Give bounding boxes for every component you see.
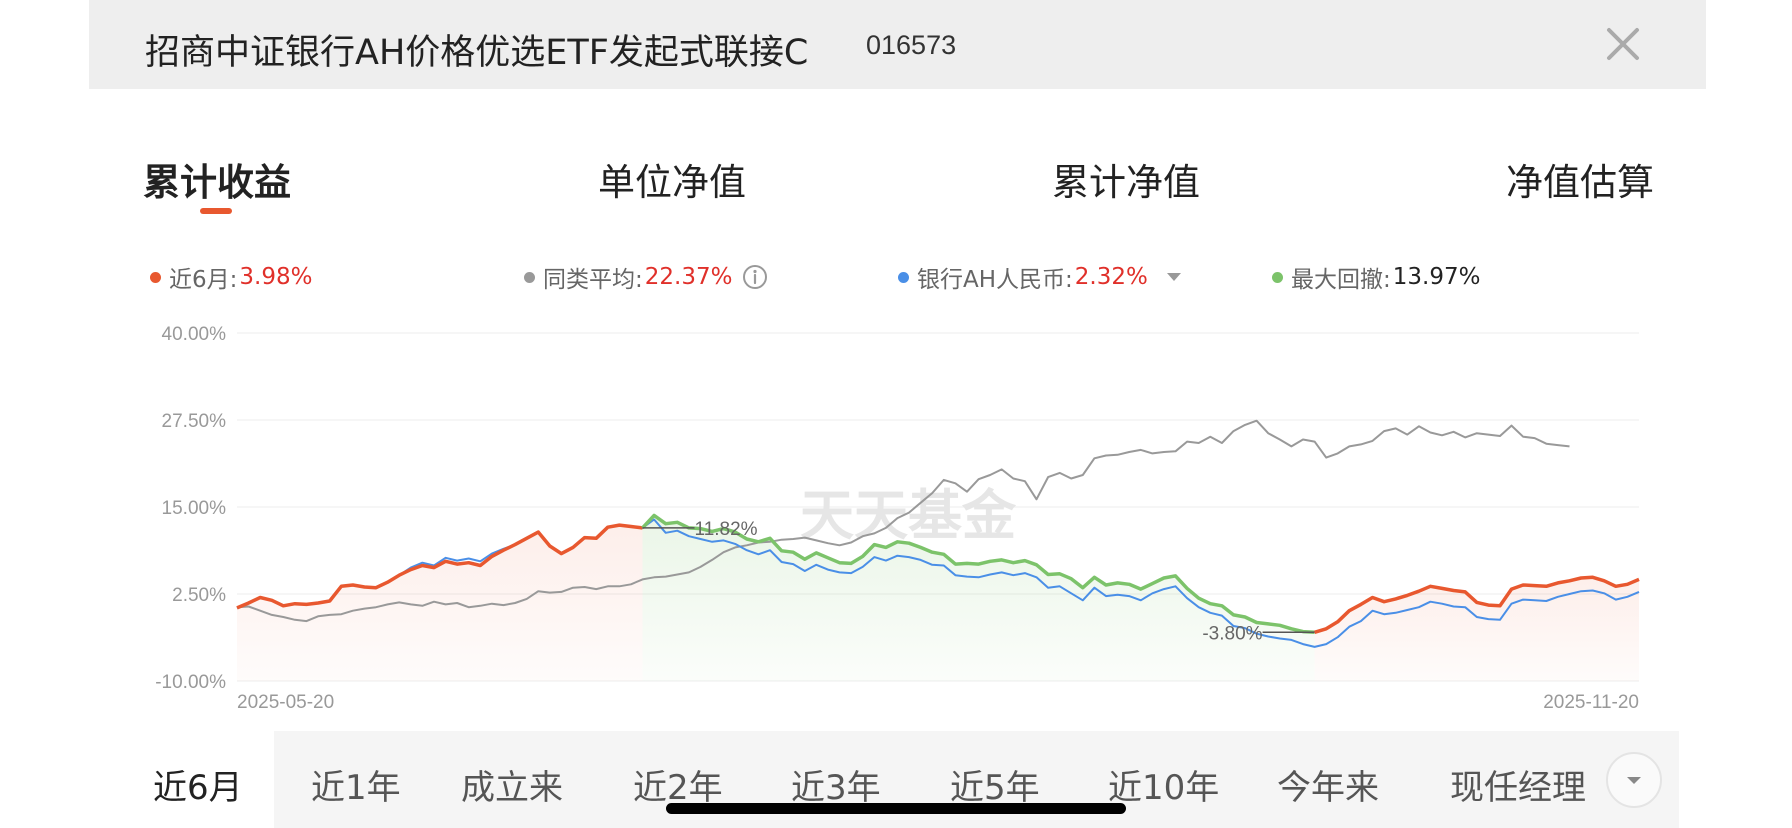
y-tick-label: 15.00% xyxy=(162,498,227,519)
period-2y[interactable]: 近2年 xyxy=(633,768,723,808)
close-icon xyxy=(1607,28,1639,60)
series-line-fund-drawdown xyxy=(641,513,1315,635)
legend-fund-value: 3.98% xyxy=(239,264,313,290)
return-chart[interactable]: 40.00% 27.50% 15.00% 2.50% -10.00% 天天基金 11.8… xyxy=(0,310,1792,720)
legend-index[interactable]: 银行AH人民币: 2.32% xyxy=(898,260,1182,294)
y-axis: 40.00% 27.50% 15.00% 2.50% -10.00% xyxy=(155,324,226,693)
legend-dot-index xyxy=(898,271,909,283)
chevron-down-icon xyxy=(1627,777,1641,784)
x-axis-end-label: 2025-11-20 xyxy=(1543,692,1639,713)
tab-cumulative-return[interactable]: 累计收益 xyxy=(143,161,291,204)
home-indicator xyxy=(666,803,1126,814)
tab-cumulative-nav[interactable]: 累计净值 xyxy=(1052,161,1200,204)
info-icon[interactable] xyxy=(742,264,768,290)
period-5y[interactable]: 近5年 xyxy=(950,768,1040,808)
chart-annotations: 11.82% -3.80% xyxy=(642,519,1315,644)
tab-unit-nav[interactable]: 单位净值 xyxy=(598,161,746,204)
trough-annotation: -3.80% xyxy=(1202,623,1262,644)
legend-drawdown-label: 最大回撤: xyxy=(1291,267,1391,293)
tab-nav-estimate[interactable]: 净值估算 xyxy=(1506,161,1654,204)
period-ytd[interactable]: 今年来 xyxy=(1277,768,1379,808)
y-tick-label: 40.00% xyxy=(162,324,227,345)
legend-dot-peer xyxy=(524,271,535,283)
series-line-index xyxy=(236,518,1640,648)
fund-code: 016573 xyxy=(866,30,957,60)
period-6m[interactable]: 近6月 xyxy=(153,768,243,808)
y-tick-label: 2.50% xyxy=(172,585,226,606)
active-tab-indicator xyxy=(200,208,232,214)
legend-peer-value: 22.37% xyxy=(644,264,733,290)
header-bar: 招商中证银行AH价格优选ETF发起式联接C 016573 xyxy=(89,0,1706,89)
series-line-fund-recovery xyxy=(1314,575,1640,634)
series-line-peer-average xyxy=(236,419,1570,623)
watermark: 天天基金 xyxy=(800,483,1017,547)
legend-peer-label: 同类平均: xyxy=(543,267,643,293)
period-current-manager[interactable]: 现任经理 xyxy=(1450,768,1586,808)
legend-dot-drawdown xyxy=(1272,271,1283,283)
period-3y[interactable]: 近3年 xyxy=(791,768,881,808)
legend-index-value: 2.32% xyxy=(1074,264,1148,290)
dropdown-arrow-icon[interactable] xyxy=(1166,272,1182,282)
series-line-fund xyxy=(236,523,643,610)
x-axis-start-label: 2025-05-20 xyxy=(237,692,334,713)
y-tick-label: -10.00% xyxy=(155,672,226,693)
period-since-inception[interactable]: 成立来 xyxy=(461,768,563,808)
fund-name: 招商中证银行AH价格优选ETF发起式联接C xyxy=(145,33,809,73)
fund-area-after xyxy=(1314,577,1639,681)
legend-dot-fund xyxy=(150,271,161,283)
chart-lines xyxy=(236,419,1640,648)
legend-fund: 近6月: 3.98% xyxy=(150,260,312,294)
legend-drawdown: 最大回撤: 13.97% xyxy=(1272,260,1480,294)
close-button[interactable] xyxy=(1601,22,1645,66)
legend-index-label: 银行AH人民币: xyxy=(917,267,1073,293)
legend-fund-label: 近6月: xyxy=(169,267,238,293)
more-periods-button[interactable] xyxy=(1606,752,1662,808)
peak-annotation: 11.82% xyxy=(695,519,758,540)
legend-drawdown-value: 13.97% xyxy=(1392,264,1481,290)
period-1y[interactable]: 近1年 xyxy=(311,768,401,808)
period-10y[interactable]: 近10年 xyxy=(1108,768,1220,808)
legend-peer: 同类平均: 22.37% xyxy=(524,260,768,294)
y-tick-label: 27.50% xyxy=(162,411,227,432)
